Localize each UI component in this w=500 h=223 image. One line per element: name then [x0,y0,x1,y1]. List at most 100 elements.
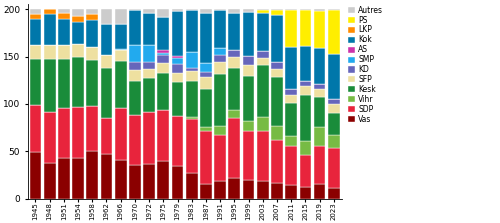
Bar [144,69,155,78]
Bar [129,81,140,115]
Bar [115,50,126,61]
Bar [158,73,169,110]
Bar [200,63,211,72]
Bar [186,71,198,81]
Bar [172,116,183,166]
Bar [328,104,340,114]
Bar [314,48,326,84]
Bar [158,9,169,17]
Bar [86,20,98,47]
Bar [257,58,268,65]
Bar [72,9,84,16]
Bar [100,9,112,24]
Bar [100,154,112,199]
Bar [271,69,282,77]
Bar [271,126,282,140]
Bar [200,89,211,127]
Bar [271,62,282,69]
Bar [286,136,297,146]
Bar [200,72,211,76]
Bar [115,49,126,50]
Bar [314,146,326,184]
Bar [300,141,311,155]
Bar [214,62,226,74]
Bar [115,9,126,24]
Bar [172,58,183,64]
Bar [158,161,169,199]
Bar [115,61,126,108]
Bar [100,55,112,68]
Bar [200,9,211,13]
Bar [214,9,226,10]
Bar [300,155,311,187]
Bar [30,14,42,19]
Bar [257,9,268,10]
Bar [58,108,70,158]
Bar [286,89,297,95]
Bar [44,9,56,14]
Bar [286,146,297,186]
Bar [257,65,268,117]
Bar [200,184,211,199]
Bar [328,9,340,10]
Bar [158,50,169,53]
Bar [186,9,198,10]
Bar [286,95,297,103]
Bar [200,130,211,184]
Bar [214,10,226,48]
Bar [129,70,140,81]
Bar [172,11,183,56]
Bar [286,103,297,136]
Bar [271,15,282,62]
Bar [271,9,282,10]
Bar [257,130,268,181]
Bar [158,17,169,50]
Bar [300,46,311,81]
Bar [30,152,42,199]
Bar [257,117,268,130]
Bar [286,9,297,10]
Bar [186,52,198,68]
Bar [186,10,198,52]
Bar [257,181,268,199]
Bar [58,45,70,60]
Bar [200,13,211,63]
Bar [129,62,140,70]
Bar [44,45,56,58]
Bar [286,47,297,89]
Bar [242,12,254,56]
Bar [186,81,198,117]
Bar [44,14,56,45]
Bar [242,132,254,180]
Bar [72,57,84,107]
Bar [72,22,84,44]
Bar [44,163,56,199]
Bar [314,97,326,127]
Bar [144,78,155,112]
Bar [86,47,98,60]
Bar [228,110,240,118]
Bar [214,48,226,55]
Bar [158,53,169,55]
Bar [257,51,268,58]
Bar [100,68,112,118]
Bar [242,121,254,132]
Bar [228,57,240,68]
Bar [214,135,226,181]
Bar [129,115,140,165]
Bar [58,158,70,199]
Bar [115,160,126,199]
Bar [242,76,254,121]
Bar [228,50,240,57]
Bar [172,82,183,116]
Bar [58,13,70,19]
Bar [200,127,211,130]
Bar [86,106,98,151]
Bar [328,188,340,199]
Bar [271,10,282,15]
Bar [86,9,98,14]
Bar [172,64,183,73]
Bar [58,19,70,45]
Bar [300,10,311,46]
Bar [328,114,340,135]
